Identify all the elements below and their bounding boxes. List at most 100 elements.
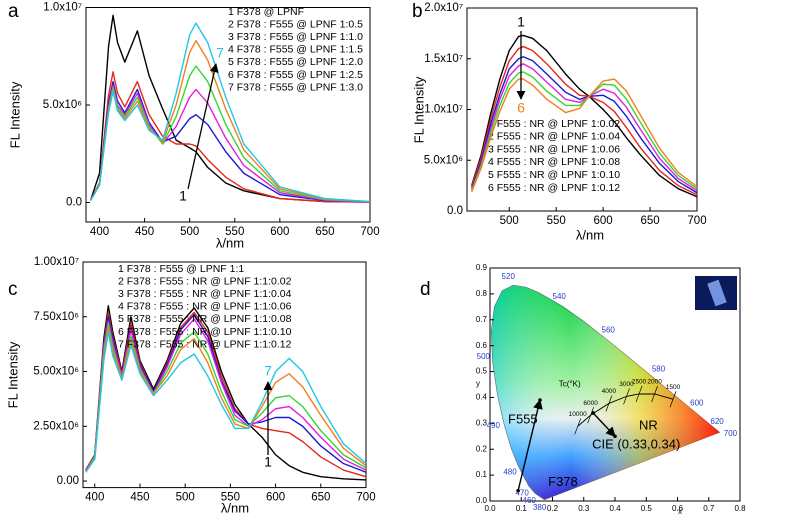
x-tick-label: 500 (176, 492, 195, 504)
spectrum-line (89, 22, 371, 203)
x-tick-label: 700 (360, 226, 379, 238)
y-tick-label: 0.6 (476, 341, 488, 350)
temperature-label: 6000 (583, 400, 598, 407)
y-tick-label: 1.5x10⁷ (424, 53, 463, 65)
x-tick-label: 600 (266, 492, 285, 504)
x-tick-label: 0.6 (672, 504, 684, 513)
x-tick-label: 400 (90, 226, 109, 238)
x-tick-label: 550 (221, 492, 240, 504)
legend-entry: 3 F555 : NR @ LPNF 1:0.06 (488, 143, 620, 155)
wavelength-label: 490 (487, 421, 501, 430)
x-tick-label: 0.7 (703, 504, 715, 513)
x-tick-label: 650 (640, 215, 659, 227)
legend-entry: 4 F378 : F555 @ LPNF 1:1.5 (228, 44, 363, 56)
spectrum-line (85, 313, 367, 473)
point-label: F555 (508, 411, 538, 426)
temperature-label: 2000 (647, 379, 662, 386)
y-tick-label: 5.00x10⁶ (33, 366, 79, 378)
wavelength-label: 700 (724, 429, 738, 438)
x-tick-label: 0.5 (641, 504, 653, 513)
plot-frame (85, 7, 371, 223)
legend-entry: 1 F378 @ LPNF (228, 6, 304, 18)
legend-entry: 6 F378 : F555 @ LPNF 1:2.5 (228, 69, 363, 81)
legend-entry: 2 F378 : F555 @ LPNF 1:0.5 (228, 18, 363, 30)
x-tick-label: 500 (180, 226, 199, 238)
wavelength-label: 500 (477, 352, 491, 361)
panel-label: c (8, 279, 18, 300)
x-tick-label: 0.0 (484, 504, 496, 513)
x-tick-label: 450 (135, 226, 154, 238)
legend-entry: 5 F378 : F555 @ LPNF 1:2.0 (228, 56, 363, 68)
x-tick-label: 0.8 (734, 504, 746, 513)
spectrum-line (471, 71, 698, 191)
y-axis-title: FL Intensity (411, 76, 426, 143)
y-tick-label: 0.2 (476, 444, 488, 453)
wavelength-label: 470 (515, 488, 529, 497)
wavelength-label: 620 (710, 417, 724, 426)
chromaticity-point (516, 488, 520, 493)
inset-vial (707, 279, 727, 307)
x-tick-label: 650 (315, 226, 334, 238)
x-tick-label: 650 (311, 492, 330, 504)
legend-entry: 1 F555 : NR @ LPNF 1:0.02 (488, 118, 620, 130)
isotherm (669, 391, 677, 408)
wavelength-label: 600 (690, 398, 704, 407)
temperature-label: 1500 (666, 384, 681, 391)
y-tick-label: 1.0x10⁷ (424, 104, 463, 116)
legend-entry: 3 F378 : F555 @ LPNF 1:1.0 (228, 31, 363, 43)
x-axis-title: λ/nm (221, 500, 249, 515)
temperature-label: 3000 (619, 381, 634, 388)
temperature-label: 4000 (602, 388, 617, 395)
x-tick-label: 450 (130, 492, 149, 504)
annotation: 7 (216, 45, 224, 61)
y-tick-label: 0.1 (476, 470, 488, 479)
arrow (517, 399, 543, 491)
wavelength-label: 520 (502, 272, 516, 281)
isotherm (623, 388, 630, 405)
y-tick-label: 0.0 (447, 205, 463, 217)
y-tick-label: 0.0 (66, 197, 82, 209)
legend-entry: 4 F555 : NR @ LPNF 1:0.08 (488, 156, 620, 168)
legend-entry: 7 F378 : F555 @ LPNF 1:3.0 (228, 81, 363, 93)
point-label: F378 (548, 474, 578, 489)
plot-frame (82, 261, 367, 489)
x-tick-label: 550 (225, 226, 244, 238)
spectrum-line (89, 71, 371, 203)
temperature-label: 2500 (632, 379, 647, 386)
y-axis-title: FL Intensity (7, 81, 22, 148)
isotherm (587, 406, 594, 424)
x-axis-title: x (678, 507, 682, 516)
wavelength-label: 460 (523, 496, 537, 505)
legend-entry: 2 F378 : F555 : NR @ LPNF 1:1:0.02 (118, 275, 292, 287)
legend-entry: 5 F555 : NR @ LPNF 1:0.10 (488, 169, 620, 181)
y-tick-label: 1.0x10⁷ (43, 2, 82, 14)
y-tick-label: 2.50x10⁶ (33, 420, 79, 432)
x-axis-title: λ/nm (216, 235, 244, 250)
panel-label: b (412, 1, 423, 22)
spectrum-line (471, 56, 698, 194)
annotation: 7 (264, 363, 272, 379)
y-tick-label: 0.3 (476, 418, 488, 427)
chromaticity-point (613, 434, 617, 439)
y-tick-label: 0.5 (476, 367, 488, 376)
y-tick-label: 1.00x10⁷ (34, 256, 79, 268)
legend-entry: 4 F378 : F555 : NR @ LPNF 1:1:0.06 (118, 301, 292, 313)
spectrum-line (85, 327, 367, 473)
wavelength-label: 580 (652, 364, 666, 373)
y-tick-label: 0.00 (57, 475, 79, 487)
x-tick-label: 500 (500, 215, 519, 227)
legend-entry: 6 F378 : F555 : NR @ LPNF 1:1:0.10 (118, 326, 292, 338)
y-tick-label: 0.8 (476, 289, 488, 298)
spectrum-line (85, 322, 367, 473)
isotherm (651, 385, 658, 403)
legend-entry: 5 F378 : F555 : NR @ LPNF 1:1:0.08 (118, 313, 292, 325)
spectrum-line (471, 63, 698, 192)
x-tick-label: 0.3 (578, 504, 590, 513)
y-axis-title: FL Intensity (5, 341, 20, 408)
y-tick-label: 2.0x10⁷ (424, 2, 463, 14)
legend-entry: 6 F555 : NR @ LPNF 1:0.12 (488, 182, 620, 194)
wavelength-label: 560 (602, 326, 616, 335)
x-tick-label: 700 (356, 492, 375, 504)
